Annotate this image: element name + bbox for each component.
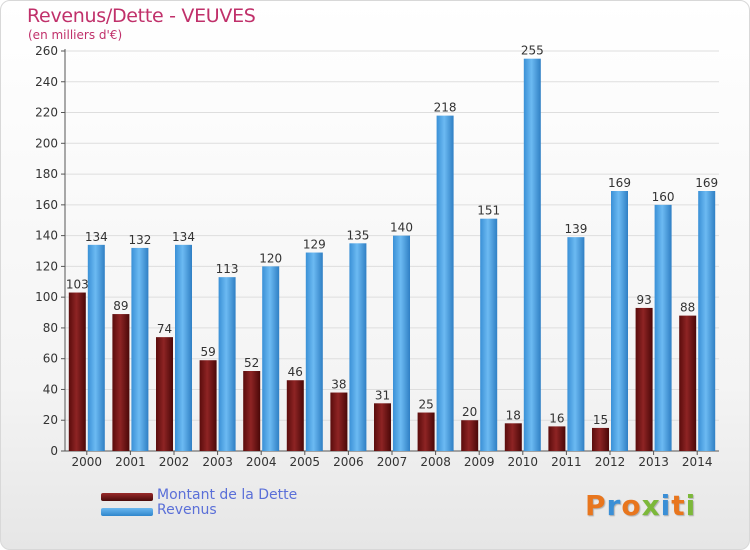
data-label-debt: 15 (593, 413, 608, 427)
data-label-revenue: 139 (564, 222, 587, 236)
data-label-revenue: 255 (521, 44, 544, 58)
bar-debt (592, 427, 609, 451)
x-tick-label: 2009 (464, 455, 495, 469)
x-tick-label: 2004 (246, 455, 277, 469)
data-label-debt: 38 (331, 378, 346, 392)
x-tick-label: 2003 (202, 455, 233, 469)
bar-debt (461, 420, 479, 451)
data-label-debt: 31 (375, 388, 390, 402)
x-tick-label: 2010 (508, 455, 539, 469)
bar-revenue (218, 277, 236, 451)
bar-debt (156, 337, 173, 451)
bar-revenue (611, 191, 628, 451)
data-label-debt: 89 (113, 299, 128, 313)
bar-revenue (131, 247, 149, 451)
chart-title: Revenus/Dette - VEUVES (27, 5, 256, 27)
y-tick-label: 240 (35, 75, 58, 89)
x-tick-label: 2013 (638, 455, 669, 469)
data-label-debt: 25 (418, 398, 433, 412)
bar-debt (548, 426, 566, 451)
data-label-revenue: 120 (259, 251, 282, 265)
y-tick-label: 220 (35, 106, 58, 120)
x-tick-label: 2011 (551, 455, 582, 469)
bar-revenue (305, 252, 323, 451)
proxiti-logo: Proxiti (585, 489, 697, 522)
x-tick-label: 2007 (377, 455, 408, 469)
x-tick-label: 2014 (682, 455, 713, 469)
bar-debt (199, 360, 217, 451)
bar-debt (112, 314, 130, 451)
legend-swatch-revenue (101, 508, 153, 516)
data-label-revenue: 169 (695, 176, 718, 190)
bar-revenue (480, 218, 498, 451)
y-tick-label: 160 (35, 198, 58, 212)
data-label-revenue: 135 (346, 228, 369, 242)
data-label-debt: 74 (157, 322, 172, 336)
data-label-debt: 88 (680, 301, 695, 315)
y-tick-label: 0 (50, 444, 58, 458)
data-label-revenue: 151 (477, 204, 500, 218)
x-tick-label: 2000 (72, 455, 103, 469)
data-label-debt: 20 (462, 405, 477, 419)
bar-debt (504, 423, 522, 451)
data-label-debt: 16 (549, 411, 564, 425)
y-tick-label: 140 (35, 229, 58, 243)
data-label-revenue: 140 (390, 221, 413, 235)
legend-swatch-debt (101, 493, 153, 501)
data-label-revenue: 160 (652, 190, 675, 204)
legend-label-revenue: Revenus (157, 502, 217, 518)
data-label-revenue: 113 (216, 262, 239, 276)
bar-debt (243, 371, 261, 451)
y-tick-label: 120 (35, 259, 58, 273)
y-tick-label: 20 (43, 413, 58, 427)
y-tick-label: 100 (35, 290, 58, 304)
y-tick-label: 40 (43, 382, 58, 396)
bar-debt (330, 392, 348, 451)
x-tick-label: 2008 (420, 455, 451, 469)
chart-subtitle: (en milliers d'€) (28, 28, 123, 42)
y-tick-label: 180 (35, 167, 58, 181)
data-label-debt: 93 (636, 293, 651, 307)
bar-revenue (349, 243, 367, 451)
y-tick-label: 80 (43, 321, 58, 335)
data-label-debt: 59 (200, 345, 215, 359)
data-label-revenue: 134 (85, 230, 108, 244)
bar-debt (286, 380, 304, 451)
data-label-revenue: 169 (608, 176, 631, 190)
x-tick-label: 2002 (159, 455, 190, 469)
bar-debt (679, 315, 697, 451)
bar-revenue (393, 235, 410, 451)
bar-debt (374, 403, 391, 451)
data-label-debt: 46 (288, 365, 303, 379)
data-label-debt: 103 (66, 278, 89, 292)
x-tick-label: 2006 (333, 455, 364, 469)
bar-revenue (262, 266, 280, 451)
y-tick-label: 200 (35, 136, 58, 150)
bar-revenue (523, 58, 541, 451)
data-label-revenue: 134 (172, 230, 195, 244)
data-label-debt: 18 (506, 408, 521, 422)
data-label-debt: 52 (244, 356, 259, 370)
x-tick-label: 2012 (595, 455, 626, 469)
bar-debt (635, 307, 653, 451)
bar-debt (417, 412, 435, 451)
data-label-revenue: 218 (434, 101, 457, 115)
legend-label-debt: Montant de la Dette (157, 487, 298, 503)
bar-revenue (175, 244, 192, 451)
bar-debt (68, 292, 86, 451)
x-tick-label: 2001 (115, 455, 146, 469)
x-tick-label: 2005 (290, 455, 321, 469)
data-label-revenue: 129 (303, 238, 326, 252)
bar-revenue (87, 244, 105, 451)
bar-revenue (698, 191, 716, 451)
bar-revenue (436, 115, 454, 451)
y-tick-label: 260 (35, 44, 58, 58)
bar-revenue (654, 204, 672, 451)
y-tick-label: 60 (43, 352, 58, 366)
bar-revenue (567, 237, 585, 451)
data-label-revenue: 132 (128, 233, 151, 247)
